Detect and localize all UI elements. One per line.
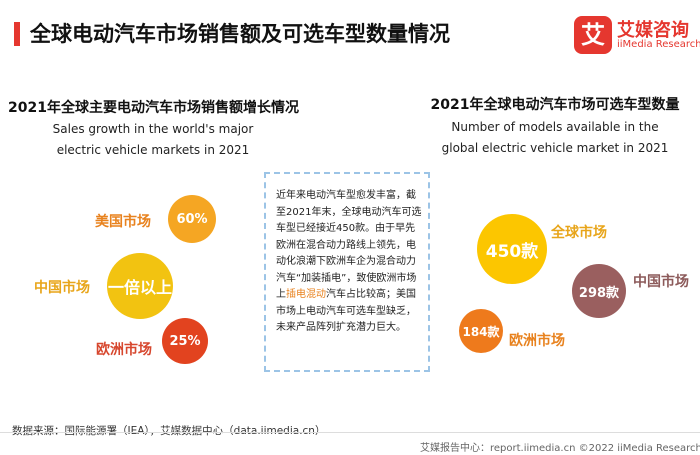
- label-global-market: 全球市场: [551, 225, 607, 241]
- label-europe-market: 欧洲市场: [96, 342, 152, 358]
- label-china-market: 中国市场: [34, 280, 90, 296]
- right-chart-title-en-1: Number of models available in the: [451, 120, 659, 134]
- bubble-europe-models: 184款: [459, 309, 503, 353]
- analysis-textbox: 近年来电动汽车型愈发丰富，截至2021年末，全球电动汽车可选车型已经接近450款…: [264, 172, 430, 372]
- left-chart-title-en-2: electric vehicle markets in 2021: [56, 143, 250, 157]
- right-chart-title-cn: 2021年全球电动汽车市场可选车型数量: [430, 97, 680, 113]
- bubble-china-growth: 一倍以上: [107, 253, 173, 319]
- logo-text-en: iiMedia Research: [617, 39, 700, 50]
- title-accent-bar: [14, 22, 20, 46]
- analysis-text-part2: 汽车占比较高；美国市场上电动汽车可选车型缺乏，未来产品阵列扩充潜力巨大。: [276, 289, 416, 333]
- label-europe-market-models: 欧洲市场: [509, 333, 565, 349]
- label-us-market: 美国市场: [95, 214, 151, 230]
- page-title: 全球电动汽车市场销售额及可选车型数量情况: [30, 22, 450, 46]
- bubble-europe-growth: 25%: [162, 318, 208, 364]
- data-source: 数据来源：国际能源署（IEA），艾媒数据中心（data.iimedia.cn）: [12, 425, 326, 437]
- right-chart-title-en-2: global electric vehicle market in 2021: [441, 141, 669, 155]
- analysis-text-part1: 近年来电动汽车型愈发丰富，截至2021年末，全球电动汽车可选车型已经接近450款…: [276, 190, 422, 300]
- left-chart-title-en-1: Sales growth in the world's major: [52, 122, 254, 136]
- iimedia-logo-icon: 艾: [574, 16, 612, 54]
- footer-copyright: 艾媒报告中心：report.iimedia.cn ©2022 iiMedia R…: [420, 443, 700, 454]
- logo-text-cn: 艾媒咨询: [617, 20, 689, 41]
- analysis-highlight: 插电混动: [286, 289, 326, 300]
- label-china-market-models: 中国市场: [633, 274, 689, 290]
- bubble-china-models: 298款: [572, 264, 626, 318]
- bubble-us-growth: 60%: [168, 195, 216, 243]
- bubble-global-models: 450款: [477, 214, 547, 284]
- footer-divider: [0, 432, 700, 433]
- left-chart-title-cn: 2021年全球主要电动汽车市场销售额增长情况: [8, 100, 299, 116]
